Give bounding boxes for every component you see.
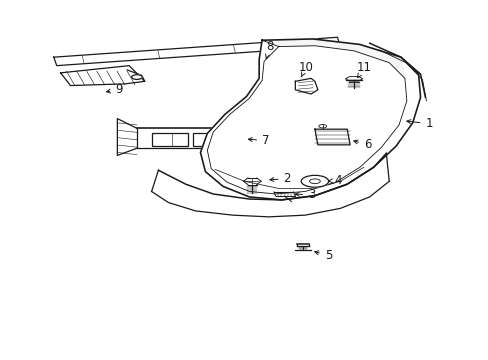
Bar xyxy=(315,134,351,146)
Text: 10: 10 xyxy=(298,61,312,77)
Bar xyxy=(151,134,187,146)
Text: 11: 11 xyxy=(356,61,371,77)
Bar xyxy=(192,134,228,146)
Polygon shape xyxy=(61,66,144,86)
Text: 6: 6 xyxy=(353,138,370,151)
Polygon shape xyxy=(295,78,317,94)
Circle shape xyxy=(301,175,328,187)
Text: 4: 4 xyxy=(328,174,341,187)
Circle shape xyxy=(131,75,142,80)
Bar xyxy=(233,134,269,146)
Text: 8: 8 xyxy=(265,40,273,59)
Polygon shape xyxy=(314,129,349,145)
Text: 3: 3 xyxy=(295,188,315,201)
Text: 1: 1 xyxy=(406,117,432,130)
Polygon shape xyxy=(262,39,404,78)
Polygon shape xyxy=(117,118,137,156)
Bar xyxy=(274,134,310,146)
Text: 2: 2 xyxy=(269,172,290,185)
Polygon shape xyxy=(54,37,340,66)
Polygon shape xyxy=(200,39,420,200)
Text: 9: 9 xyxy=(106,83,122,96)
Text: 5: 5 xyxy=(314,249,331,262)
Text: 7: 7 xyxy=(248,134,269,147)
